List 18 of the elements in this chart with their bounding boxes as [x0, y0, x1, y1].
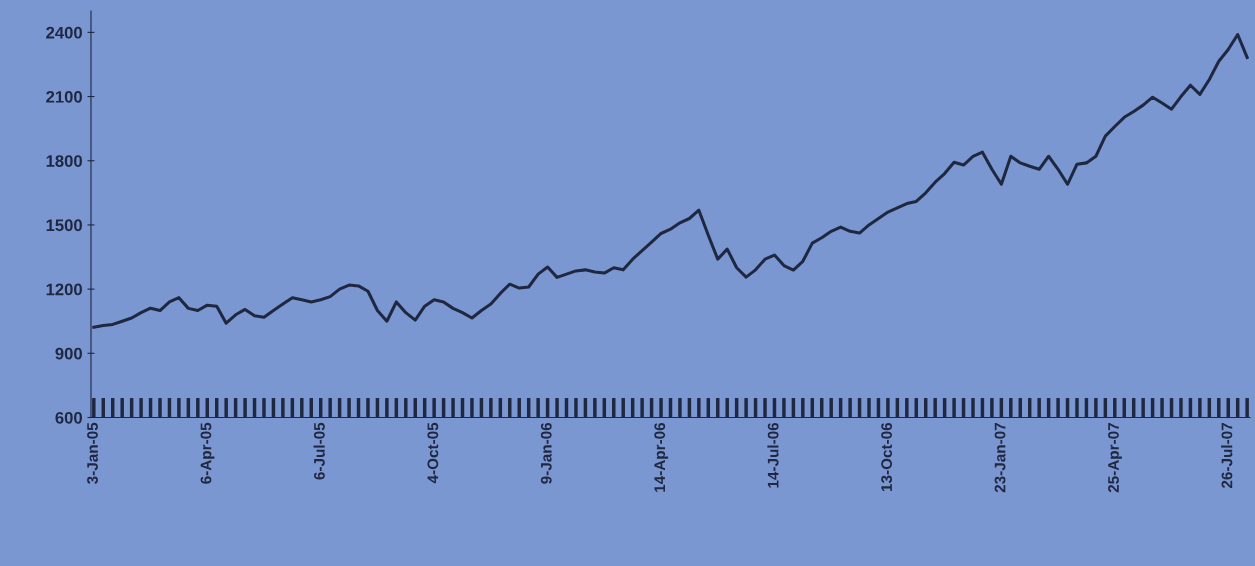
y-tick-label: 1800 — [46, 155, 82, 167]
x-tick-label: 9-Jan-06 — [540, 422, 552, 484]
x-tick-label: 6-Apr-05 — [200, 422, 215, 484]
x-tick-label: 14-Jul-06 — [767, 422, 779, 488]
x-tick-label: 14-Apr-06 — [654, 422, 669, 492]
x-tick-label: 13-Oct-06 — [881, 422, 893, 491]
y-tick-label: 900 — [55, 347, 82, 360]
x-tick-label: 6-Jul-05 — [313, 422, 325, 480]
y-tick-label: 2100 — [46, 90, 82, 103]
x-tick-label: 25-Apr-07 — [1108, 423, 1122, 493]
x-tick-label: 3-Jan-05 — [87, 422, 98, 484]
x-tick-label: 4-Oct-05 — [427, 422, 439, 484]
x-tick-label: 26-Jul-07 — [1221, 423, 1233, 489]
y-tick-label: 1500 — [46, 219, 82, 232]
y-tick-label: 2400 — [46, 26, 82, 39]
y-tick-label: 600 — [55, 411, 82, 424]
x-tick-label: 23-Jan-07 — [994, 423, 1006, 493]
y-tick-label: 1200 — [46, 283, 82, 296]
